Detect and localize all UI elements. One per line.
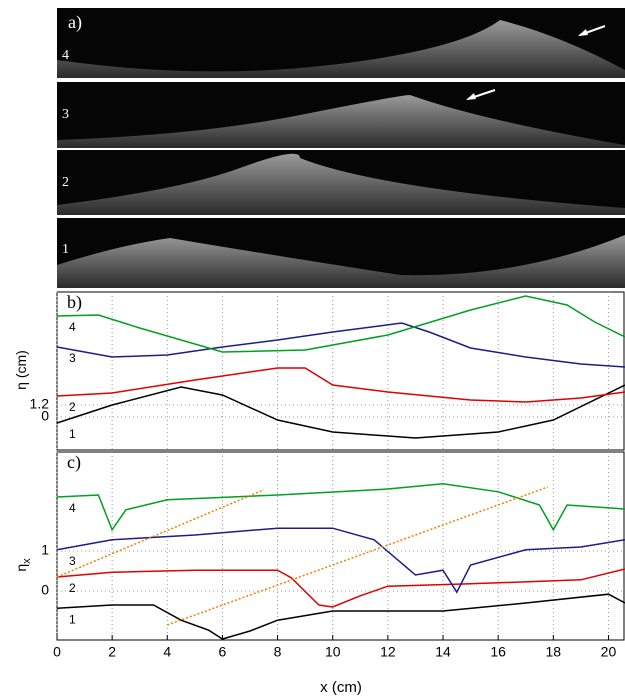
y-tick-label: 0 bbox=[41, 408, 49, 424]
series-label: 3 bbox=[69, 554, 76, 568]
y-axis-label-sub: x bbox=[21, 558, 33, 564]
strip-label: 2 bbox=[62, 175, 69, 190]
series-label: 3 bbox=[69, 351, 76, 365]
series-label: 2 bbox=[69, 400, 76, 414]
x-tick-label: 18 bbox=[546, 644, 562, 660]
series-line bbox=[56, 367, 625, 403]
strip-label: 1 bbox=[62, 242, 69, 257]
x-tick-label: 20 bbox=[601, 644, 617, 660]
plot-area bbox=[56, 291, 625, 451]
wave-shape bbox=[57, 235, 625, 288]
plot-area bbox=[56, 451, 625, 641]
y-axis-label-main: η (cm) bbox=[13, 350, 29, 390]
x-axis-label: x (cm) bbox=[320, 679, 362, 696]
y-tick-label: 0 bbox=[41, 582, 49, 598]
arrow-head bbox=[466, 93, 476, 100]
wave-shape bbox=[57, 95, 625, 148]
guide-line bbox=[56, 489, 265, 578]
y-axis-label: ηx bbox=[13, 558, 33, 572]
photo-panel: a) 4 3 2 1 bbox=[57, 8, 625, 288]
x-tick-label: 0 bbox=[53, 644, 61, 660]
arrow-head bbox=[578, 29, 588, 36]
series-line bbox=[56, 483, 625, 532]
series-line bbox=[56, 593, 625, 640]
series-label: 4 bbox=[69, 320, 76, 334]
x-tick-label: 8 bbox=[274, 644, 282, 660]
series-line bbox=[56, 295, 625, 353]
x-tick-label: 6 bbox=[219, 644, 227, 660]
series-label: 1 bbox=[69, 427, 76, 441]
x-tick-label: 14 bbox=[435, 644, 451, 660]
wave-shape bbox=[57, 20, 625, 78]
y-axis-label-main: η bbox=[13, 564, 29, 572]
x-tick-label: 12 bbox=[380, 644, 396, 660]
x-tick-label: 16 bbox=[490, 644, 506, 660]
y-tick-label: 1.2 bbox=[30, 396, 50, 412]
series-label: 2 bbox=[69, 581, 76, 595]
panel-label: c) bbox=[67, 452, 81, 473]
series-line bbox=[56, 568, 625, 608]
panel-label: b) bbox=[67, 292, 82, 313]
strip-label: 4 bbox=[62, 48, 69, 63]
x-tick-label: 10 bbox=[325, 644, 341, 660]
wave-shape bbox=[57, 153, 625, 215]
series-line bbox=[56, 527, 625, 594]
series-label: 4 bbox=[69, 501, 76, 515]
panel-label: a) bbox=[68, 12, 82, 33]
x-tick-label: 4 bbox=[163, 644, 171, 660]
series-label: 1 bbox=[69, 612, 76, 626]
series-line bbox=[56, 384, 625, 439]
x-tick-label: 2 bbox=[108, 644, 116, 660]
strip-label: 3 bbox=[62, 107, 69, 122]
guide-line bbox=[167, 486, 549, 626]
series-line bbox=[56, 322, 625, 368]
y-tick-label: 1 bbox=[41, 542, 49, 558]
y-axis-label: η (cm) bbox=[13, 350, 29, 390]
